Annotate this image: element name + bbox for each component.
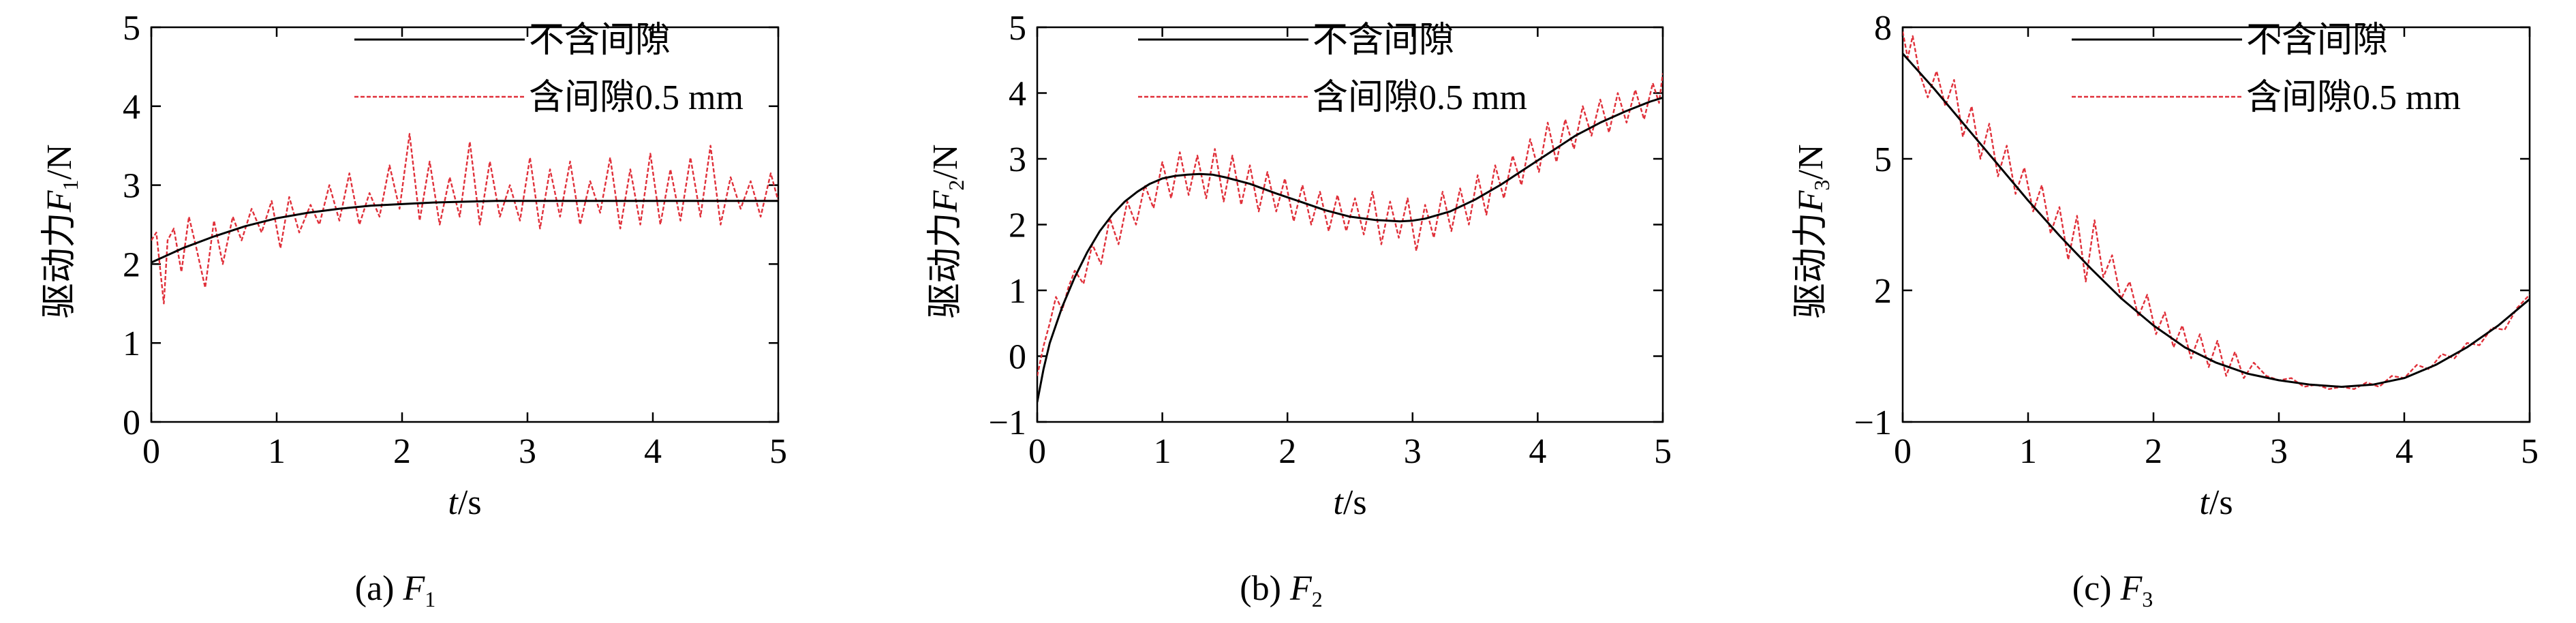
y-tick-label: 4 (1009, 75, 1026, 114)
y-axis-prefix: 驱动力 (1792, 212, 1830, 318)
caption-prefix: (a) (355, 569, 395, 608)
x-tick-label: 3 (2270, 432, 2288, 471)
x-tick-label: 5 (2521, 432, 2539, 471)
y-axis-sub: 3 (1809, 180, 1834, 191)
caption-space (394, 569, 403, 608)
y-axis-label: 驱动力F2/N (926, 145, 968, 319)
x-axis-label: t/s (448, 483, 481, 522)
y-axis-unit: /N (40, 145, 79, 180)
y-tick-label: 5 (123, 9, 140, 48)
caption-var: F (402, 569, 425, 608)
y-tick-label: 2 (1009, 207, 1026, 245)
legend-label-no-gap: 不含间隙 (2246, 21, 2388, 60)
caption-space (1281, 569, 1290, 608)
x-axis-unit: /s (2209, 483, 2233, 522)
y-tick-label: 3 (1009, 140, 1026, 179)
y-tick-label: 1 (123, 324, 140, 363)
series-group (1037, 73, 1663, 403)
x-tick-label: 0 (1894, 432, 1912, 471)
series-line-no-gap (1903, 52, 2530, 388)
y-tick-label: 2 (123, 245, 140, 284)
caption-prefix: (c) (2072, 569, 2112, 608)
legend-label-gap: 含间隙0.5 mm (2246, 78, 2461, 117)
legend-label-no-gap: 不含间隙 (529, 21, 671, 60)
caption-sub: 3 (2142, 587, 2153, 611)
y-axis-var: F (40, 189, 79, 213)
y-axis-label: 驱动力F1/N (40, 145, 82, 319)
x-tick-label: 1 (268, 432, 286, 471)
x-tick-label: 3 (519, 432, 536, 471)
y-tick-label: 4 (123, 88, 140, 127)
caption-space (2111, 569, 2120, 608)
y-tick-label: 8 (1874, 9, 1892, 48)
panel-caption: (c) F3 (2072, 569, 2153, 611)
y-axis-unit: /N (926, 145, 965, 180)
legend-label-gap: 含间隙0.5 mm (529, 78, 743, 117)
y-axis-label: 驱动力F3/N (1792, 145, 1834, 319)
caption-var: F (1289, 569, 1313, 608)
x-tick-label: 4 (2395, 432, 2413, 471)
x-axis-var: t (2199, 483, 2210, 522)
panel-caption: (a) F1 (355, 569, 435, 611)
x-tick-label: 4 (1529, 432, 1546, 471)
legend-label-gap: 含间隙0.5 mm (1313, 78, 1527, 117)
x-tick-label: 0 (142, 432, 160, 471)
series-line-no-gap (1037, 96, 1663, 403)
x-tick-label: 2 (2145, 432, 2162, 471)
y-tick-label: 5 (1009, 9, 1026, 48)
x-axis-unit: /s (1343, 483, 1367, 522)
x-axis-unit: /s (458, 483, 482, 522)
caption-sub: 2 (1312, 587, 1323, 611)
y-axis-var: F (926, 189, 965, 213)
series-line-gap-0.5mm (151, 133, 778, 305)
x-axis-var: t (448, 483, 459, 522)
x-tick-label: 3 (1404, 432, 1422, 471)
x-tick-label: 1 (1154, 432, 1171, 471)
x-tick-label: 2 (393, 432, 411, 471)
x-axis-label: t/s (2199, 483, 2233, 522)
panel-caption: (b) F2 (1240, 569, 1322, 611)
y-tick-label: 5 (1874, 140, 1892, 179)
y-axis-prefix: 驱动力 (926, 212, 965, 318)
plot-frame (1901, 26, 2531, 423)
y-tick-label: 0 (1009, 338, 1026, 377)
y-tick-label: 1 (1009, 272, 1026, 311)
caption-sub: 1 (425, 587, 435, 611)
x-tick-label: 2 (1278, 432, 1296, 471)
y-axis-prefix: 驱动力 (40, 212, 79, 318)
y-tick-label: 0 (123, 404, 140, 442)
series-group (1903, 31, 2530, 390)
series-line-gap-0.5mm (1903, 31, 2530, 390)
series-group (151, 133, 778, 305)
caption-var: F (2119, 569, 2143, 608)
y-axis-sub: 1 (58, 180, 82, 191)
series-line-gap-0.5mm (1037, 73, 1663, 376)
series-line-no-gap (151, 200, 778, 264)
y-tick-label: 2 (1874, 272, 1892, 311)
legend-label-no-gap: 不含间隙 (1313, 21, 1454, 60)
x-tick-label: 1 (2019, 432, 2037, 471)
y-tick-label: −1 (989, 404, 1026, 442)
y-axis-var: F (1792, 189, 1830, 213)
x-axis-var: t (1333, 483, 1344, 522)
caption-prefix: (b) (1240, 569, 1281, 608)
x-axis-label: t/s (1333, 483, 1366, 522)
y-axis-sub: 2 (944, 180, 968, 191)
x-tick-label: 4 (644, 432, 662, 471)
x-tick-label: 5 (1654, 432, 1672, 471)
x-tick-label: 5 (769, 432, 787, 471)
y-tick-label: 3 (123, 167, 140, 206)
x-tick-label: 0 (1028, 432, 1046, 471)
y-tick-label: −1 (1854, 404, 1892, 442)
plot-frame (150, 26, 780, 423)
y-axis-unit: /N (1792, 145, 1830, 180)
